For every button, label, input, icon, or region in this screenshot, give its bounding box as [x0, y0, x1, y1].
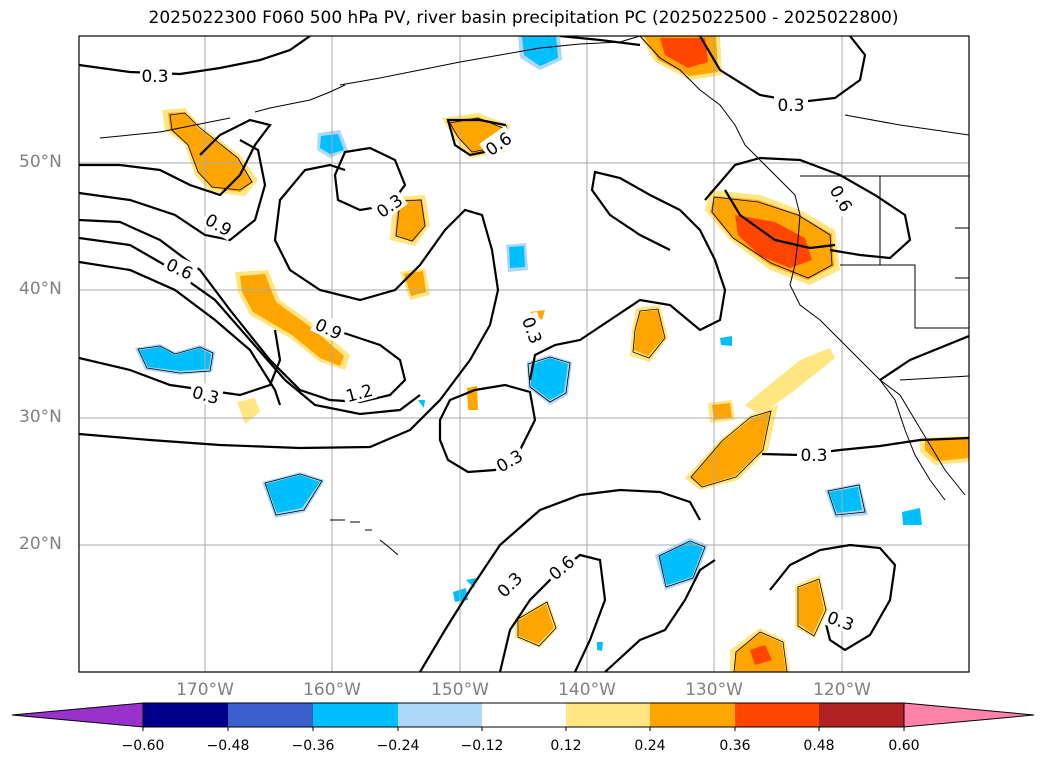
lon-label: 160°W [303, 680, 361, 700]
pv-contours [79, 36, 969, 672]
lon-label: 130°W [685, 680, 743, 700]
map-gridlines [79, 36, 969, 672]
coastlines [99, 36, 969, 556]
colorbar-tick-label: −0.12 [460, 738, 504, 754]
colorbar-tick-label: 0.24 [634, 738, 666, 754]
lat-label: 50°N [19, 152, 62, 172]
lon-label: 140°W [558, 680, 616, 700]
contour-label: 0.3 [141, 67, 168, 87]
map-frame [78, 35, 970, 673]
map-title: 2025022300 F060 500 hPa PV, river basin … [148, 8, 899, 28]
contour-label-group: 0.3 0.3 0.9 0.6 0.9 1.2 0.3 0.3 0.6 0.3 … [140, 65, 860, 636]
colorbar-segment [398, 703, 482, 727]
contour-label: 0.3 [494, 569, 527, 602]
colorbar-tick-label: 0.12 [550, 738, 582, 754]
colorbar-tick-label: −0.36 [291, 738, 335, 754]
map-plot-area [79, 36, 969, 672]
colorbar-tick-label: −0.48 [206, 738, 250, 754]
lon-label: 120°W [813, 680, 871, 700]
lat-label: 20°N [19, 534, 62, 554]
colorbar-segment [313, 703, 398, 727]
colorbar-tick-label: −0.24 [376, 738, 420, 754]
precip-outlines [137, 112, 866, 672]
colorbar-segment [228, 703, 313, 727]
lon-label: 170°W [176, 680, 234, 700]
colorbar-segment [566, 703, 650, 727]
lat-label: 30°N [19, 407, 62, 427]
colorbar-tick-label: 0.60 [888, 738, 920, 754]
colorbar-tick-label: 0.48 [803, 738, 835, 754]
colorbar-segment [735, 703, 819, 727]
colorbar-segment [143, 703, 228, 727]
colorbar-segment [650, 703, 735, 727]
colorbar-extend-high [903, 702, 1035, 728]
colorbar-extend-low [11, 702, 144, 728]
negative-precip-areas [135, 36, 922, 651]
colorbar-segment [819, 703, 904, 727]
lat-label: 40°N [19, 279, 62, 299]
colorbar [11, 702, 1035, 731]
colorbar-tick-label: 0.36 [719, 738, 751, 754]
contour-label: 0.3 [800, 446, 827, 466]
lon-label: 150°W [431, 680, 489, 700]
colorbar-tick-label: −0.60 [121, 738, 165, 754]
colorbar-segment [482, 703, 566, 727]
contour-label: 0.3 [777, 96, 804, 116]
